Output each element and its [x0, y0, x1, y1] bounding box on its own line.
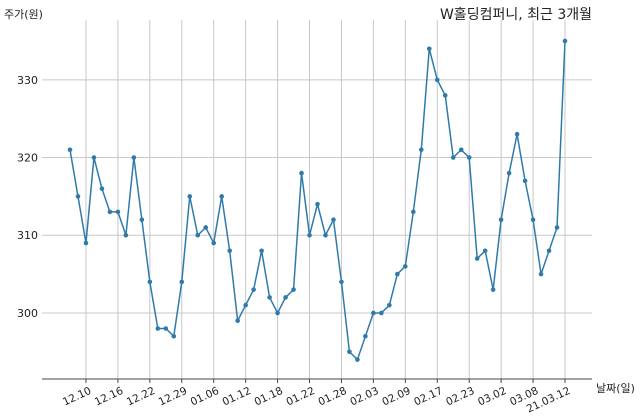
y-tick-label: 320: [17, 152, 38, 165]
data-point: [538, 271, 544, 277]
data-point: [179, 279, 185, 285]
data-point: [147, 279, 153, 285]
y-tick-label: 300: [17, 307, 38, 320]
data-point: [275, 310, 280, 316]
series-line: [69, 40, 566, 361]
x-tick-label: 02.17: [412, 385, 444, 409]
data-point: [554, 225, 560, 230]
data-point: [363, 333, 368, 339]
data-point: [450, 155, 456, 160]
data-point: [315, 201, 320, 207]
data-point: [163, 326, 169, 331]
data-point: [331, 217, 336, 223]
data-point: [91, 155, 97, 160]
x-tick-label: 12.10: [61, 385, 93, 409]
data-point: [411, 209, 416, 215]
x-tick-label: 12.16: [93, 385, 126, 409]
data-point: [171, 333, 177, 339]
data-point: [434, 77, 440, 83]
data-point: [474, 256, 480, 261]
data-point: [506, 170, 512, 176]
data-point: [418, 147, 424, 153]
data-point: [195, 232, 201, 238]
y-tick-label: 330: [17, 74, 38, 87]
data-point: [203, 225, 209, 230]
data-point: [227, 248, 232, 254]
data-point: [139, 217, 145, 223]
data-point: [395, 271, 400, 277]
data-point: [355, 357, 360, 362]
data-point: [283, 295, 288, 300]
x-tick-label: 01.12: [221, 385, 253, 409]
x-axis-label: 날짜(일): [596, 382, 635, 395]
data-point: [339, 279, 344, 285]
data-point: [131, 155, 137, 160]
x-tick-label: 02.03: [348, 385, 380, 409]
data-point: [235, 318, 240, 324]
data-point: [387, 302, 392, 308]
data-point: [426, 46, 432, 52]
x-tick-label: 12.29: [157, 385, 189, 409]
data-point: [187, 194, 193, 199]
x-tick-label: 02.09: [380, 385, 412, 409]
data-point: [259, 248, 264, 254]
data-point: [307, 232, 312, 238]
data-point: [403, 264, 408, 269]
x-tick-label: 12.22: [125, 385, 157, 409]
data-point: [323, 232, 328, 238]
data-point: [562, 38, 568, 44]
data-point: [219, 194, 224, 199]
data-point: [490, 287, 496, 292]
data-point: [243, 302, 248, 308]
x-tick-label: 03.02: [476, 385, 508, 409]
data-point: [267, 295, 272, 300]
data-point: [251, 287, 256, 292]
data-point: [522, 178, 528, 184]
data-point: [514, 131, 520, 137]
data-point: [291, 287, 296, 292]
x-tick-label: 02.23: [444, 385, 476, 409]
data-point: [155, 326, 161, 331]
data-point: [482, 248, 488, 254]
data-point: [466, 155, 472, 160]
data-point: [67, 147, 73, 153]
data-point: [379, 310, 384, 316]
y-axis-label: 주가(원): [4, 8, 43, 21]
data-point: [123, 232, 129, 238]
data-point: [371, 310, 376, 316]
y-tick-label: 310: [17, 229, 38, 242]
data-point: [107, 209, 113, 215]
data-point: [75, 194, 81, 199]
data-point: [83, 240, 89, 246]
data-point: [530, 217, 536, 223]
data-point: [458, 147, 464, 153]
data-point: [211, 240, 217, 246]
data-point: [442, 93, 448, 98]
data-point: [299, 170, 304, 176]
data-point: [115, 209, 121, 215]
data-point: [546, 248, 552, 254]
data-point: [99, 186, 105, 191]
data-point: [498, 217, 504, 223]
x-tick-label: 01.18: [253, 385, 285, 409]
chart-title: W홀딩컴퍼니, 최근 3개월: [439, 7, 592, 23]
x-tick-label: 01.06: [189, 385, 222, 409]
x-tick-label: 01.28: [316, 385, 348, 409]
data-point: [347, 349, 352, 355]
x-tick-label: 01.22: [284, 385, 316, 409]
